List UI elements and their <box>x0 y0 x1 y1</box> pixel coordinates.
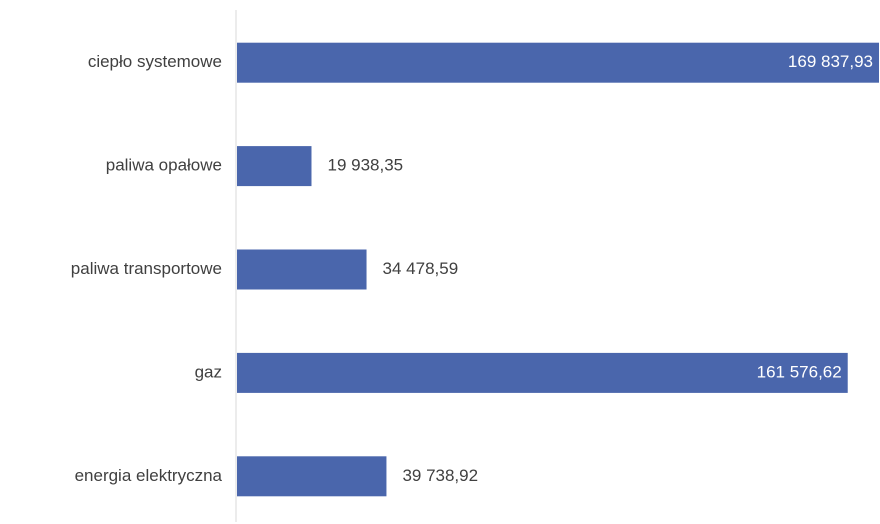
data-label: 169 837,93 <box>788 52 873 71</box>
y-tick-label: gaz <box>195 362 222 381</box>
data-label: 19 938,35 <box>327 156 403 175</box>
data-label: 34 478,59 <box>383 259 459 278</box>
data-label: 161 576,62 <box>757 362 842 381</box>
y-tick-label: ciepło systemowe <box>88 52 222 71</box>
y-tick-label: paliwa transportowe <box>71 259 222 278</box>
data-label: 39 738,92 <box>402 466 478 485</box>
y-tick-label: energia elektryczna <box>75 466 223 485</box>
y-tick-label: paliwa opałowe <box>106 156 222 175</box>
bar <box>237 352 848 393</box>
bar <box>237 42 879 83</box>
bar <box>237 249 367 290</box>
bar <box>237 146 312 187</box>
bar <box>237 456 387 497</box>
